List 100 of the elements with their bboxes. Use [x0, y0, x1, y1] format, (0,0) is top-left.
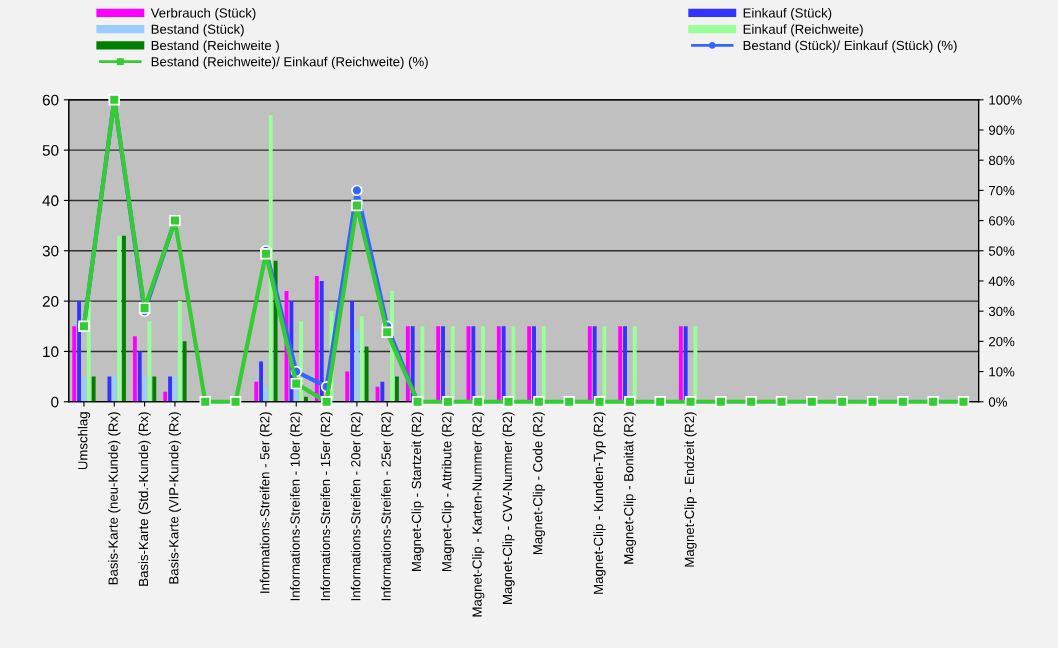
point [472, 396, 484, 408]
bar [471, 326, 476, 402]
bar [259, 361, 263, 402]
point [320, 396, 333, 408]
bar [77, 301, 82, 402]
point [381, 326, 393, 339]
bar [112, 376, 117, 402]
x-tick-label: Magnet-Clip - Karten-Nummer (R2) [472, 412, 485, 617]
point [442, 396, 454, 408]
point [199, 396, 211, 408]
x-tick-label: Informations-Streifen - 5er (R2) [259, 412, 273, 593]
y2-tick-label: 60% [989, 216, 1015, 226]
y-tick-label: 10 [43, 346, 59, 358]
y2-tick-label: 10% [989, 367, 1015, 377]
legend-label: Bestand (Reichweite)/ Einkauf (Reichweite) (%) [151, 56, 428, 69]
x-tick-label: Informations-Streifen - 20er (R2) [350, 412, 364, 601]
y2-tick-label: 70% [989, 185, 1015, 196]
x-tick-label: Basis-Karte (VIP-Kunde) (Rx) [168, 412, 182, 584]
y2-tick-label: 40% [988, 276, 1015, 286]
bar [172, 376, 177, 402]
point [866, 396, 879, 408]
x-tick-label: Informations-Streifen - 25er (R2) [381, 412, 394, 601]
y2-tick-label: 20% [989, 336, 1015, 347]
y2-tick-label: 90% [988, 125, 1015, 135]
point [502, 396, 515, 408]
bar [132, 336, 137, 402]
point [654, 396, 666, 408]
bar [177, 301, 182, 402]
bar [122, 235, 126, 402]
bar [182, 341, 187, 402]
bar [532, 326, 536, 402]
bar [354, 331, 359, 402]
bar [152, 376, 157, 402]
bar [359, 316, 364, 402]
y-tick-label: 60 [42, 94, 59, 106]
point [806, 396, 818, 408]
y2-tick-label: 0% [988, 397, 1007, 407]
point [897, 396, 909, 408]
y2-tick-label: 50% [988, 246, 1015, 256]
point [684, 396, 697, 408]
bar [137, 351, 142, 402]
bar [496, 326, 501, 402]
point [593, 396, 606, 408]
bar [693, 326, 698, 402]
point [351, 184, 363, 197]
y-tick-label: 50 [42, 144, 59, 156]
bar [380, 381, 385, 402]
legend-label: Bestand (Stück) [151, 24, 244, 37]
legend-label: Bestand (Reichweite ) [151, 40, 279, 53]
bar [142, 376, 147, 402]
bar [436, 326, 441, 402]
bar [450, 326, 455, 402]
point [745, 396, 757, 408]
bar [592, 326, 597, 402]
legend-label: Verbrauch (Stück) [150, 7, 256, 21]
bar [163, 391, 168, 402]
bar [541, 326, 546, 402]
point [351, 199, 363, 212]
bar [350, 301, 354, 402]
point [229, 396, 242, 408]
bar [254, 381, 259, 402]
x-tick-label: Magnet-Clip - Startzeit (R2) [411, 412, 424, 571]
y-tick-label: 0 [51, 396, 59, 408]
bar [441, 326, 445, 402]
x-tick-label: Magnet-Clip - Endzeit (R2) [684, 412, 697, 567]
bar [678, 326, 683, 402]
x-tick-label: Basis-Karte (neu-Kunde) (Rx) [108, 412, 121, 585]
x-tick-label: Magnet-Clip - CVV-Nummer (R2) [502, 412, 515, 604]
bar [623, 326, 627, 402]
bar [364, 346, 369, 402]
y2-tick-label: 80% [988, 155, 1015, 166]
bar [263, 386, 268, 402]
point [563, 396, 575, 408]
bar [587, 326, 592, 402]
y-tick-label: 30 [42, 245, 59, 257]
bar [481, 326, 486, 402]
point [957, 396, 970, 408]
x-tick-label: Informations-Streifen - 10er (R2) [290, 412, 303, 601]
bar [511, 326, 516, 402]
bar [81, 376, 86, 402]
point [624, 396, 636, 408]
bar [345, 371, 350, 402]
bar [168, 376, 173, 402]
bar [501, 326, 506, 402]
point [290, 377, 302, 390]
point [533, 396, 545, 408]
bar [602, 326, 607, 402]
x-tick-label: Umschlag [77, 412, 91, 470]
bar [420, 326, 425, 402]
bar [314, 275, 319, 402]
x-tick-label: Magnet-Clip - Code (R2) [532, 412, 546, 555]
point [715, 396, 727, 408]
bar [527, 326, 532, 402]
legend-label: Einkauf (Stück) [743, 7, 832, 21]
legend-label: Einkauf (Reichweite) [743, 24, 863, 37]
bar [618, 326, 623, 402]
bar [72, 326, 77, 402]
x-tick-label: Magnet-Clip - Kunden-Typ (R2) [593, 412, 606, 594]
x-tick-label: Informations-Streifen - 15er (R2) [320, 412, 333, 601]
x-tick-label: Magnet-Clip - Attribute (R2) [441, 412, 455, 571]
